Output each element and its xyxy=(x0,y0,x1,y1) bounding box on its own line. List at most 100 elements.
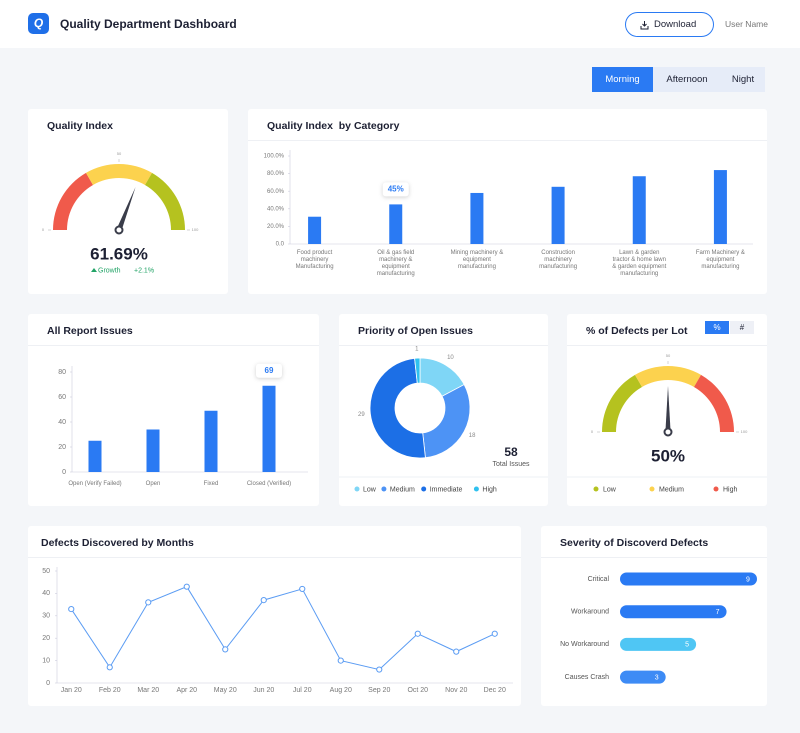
card-title: Defects Discovered by Months xyxy=(41,537,194,549)
growth-arrow xyxy=(91,268,97,272)
slice-label: 29 xyxy=(358,412,365,418)
gauge-tick-label: 50 xyxy=(666,353,671,358)
divider xyxy=(28,345,319,346)
y-tick-label: 0 xyxy=(62,469,66,476)
bar xyxy=(204,410,218,472)
point xyxy=(222,646,229,653)
shift-tab[interactable]: Night xyxy=(731,74,755,85)
bar xyxy=(146,429,160,472)
x-tick-label: Mining machinery & equipment manufacturi… xyxy=(450,250,504,270)
slice-label: 1 xyxy=(415,347,419,353)
bar xyxy=(620,670,666,684)
user-name[interactable]: User Name xyxy=(725,19,768,29)
divider xyxy=(248,140,767,141)
point xyxy=(68,605,75,613)
gauge-value: 50% xyxy=(651,446,685,465)
bar xyxy=(632,176,646,244)
card-title: Priority of Open Issues xyxy=(358,325,473,337)
legend-label: Low xyxy=(363,486,377,493)
gauge-band xyxy=(145,172,185,230)
value-label-box xyxy=(382,182,409,197)
gauge-needle xyxy=(665,386,671,432)
legend-dot xyxy=(649,486,655,492)
gauge-band xyxy=(635,366,701,387)
chart: 0.0 20.0% 40.0% 60.0% 80.0% 100.0% 45% xyxy=(264,150,753,248)
legend-label: High xyxy=(723,486,738,493)
card: Quality Index 0 50 100 61.69% Growth +2.1% xyxy=(28,109,228,294)
x-tick-label: Oct 20 xyxy=(407,687,428,694)
y-tick-label: 20 xyxy=(42,635,50,642)
x-tick-label: Apr 20 xyxy=(176,687,197,694)
card-title: Quality Index xyxy=(47,120,113,132)
gauge-band xyxy=(86,164,152,185)
legend-label: Low xyxy=(603,486,617,493)
growth-value: +2.1% xyxy=(134,267,154,274)
card: % of Defects per Lot 0 50 100 50% Low Medium H… xyxy=(567,314,767,506)
legend-dot xyxy=(421,486,427,492)
shift-tab[interactable]: Afternoon xyxy=(666,74,708,85)
x-tick-label: Jan 20 xyxy=(61,687,82,694)
gauge-hub xyxy=(663,427,673,437)
y-tick-label: 20.0% xyxy=(267,224,285,230)
bar xyxy=(620,637,697,651)
x-tick-label: Construction machinery manufacturing xyxy=(539,250,578,270)
shift-tab[interactable]: Morning xyxy=(592,67,653,92)
slice-label: 18 xyxy=(469,433,476,439)
value-label: 45% xyxy=(388,185,404,194)
download-label: Download xyxy=(654,19,697,30)
x-tick-label: Closed (Verified) xyxy=(246,481,292,487)
x-tick-label: Dec 20 xyxy=(484,687,506,694)
y-tick-label: 40 xyxy=(42,590,50,597)
gauge-tick-label: 0 xyxy=(42,227,45,232)
gauge-tick-label: 50 xyxy=(117,151,122,156)
x-tick-label: May 20 xyxy=(214,687,237,694)
gauge-tick-label: 0 xyxy=(591,429,594,434)
bar xyxy=(88,440,102,472)
card-title: Quality Index by Category xyxy=(267,120,400,132)
toggle-button[interactable]: # xyxy=(730,321,754,334)
gauge-tick-label: 100 xyxy=(192,227,199,232)
card-title: % of Defects per Lot xyxy=(586,325,688,337)
value-label-box xyxy=(256,363,282,378)
point xyxy=(337,657,344,664)
value-label: 3 xyxy=(655,674,659,681)
donut-slice xyxy=(369,357,426,459)
download-button[interactable]: Download xyxy=(625,12,714,37)
card: All Report Issues 0 20 40 60 80 69 Open (Veri… xyxy=(28,314,319,506)
toggle-button[interactable]: % xyxy=(705,321,729,334)
x-tick-label: Feb 20 xyxy=(99,687,121,694)
value-label: 69 xyxy=(265,366,274,375)
y-tick-label: 60 xyxy=(58,394,66,401)
gauge-band xyxy=(694,374,734,432)
slice-label: 10 xyxy=(447,355,454,361)
divider xyxy=(339,345,548,346)
x-tick-label: Nov 20 xyxy=(445,687,467,694)
growth-label: Growth xyxy=(98,267,121,274)
category-label: Workaround xyxy=(571,609,609,616)
chart: Critical 9 Workaround 7 No Workaround 5 Causes… xyxy=(560,572,757,684)
y-tick-label: 0 xyxy=(46,680,50,687)
x-tick-label: Open (Verify Failed) xyxy=(68,481,122,487)
divider xyxy=(567,345,767,346)
donut-slice xyxy=(414,357,421,384)
point xyxy=(299,585,306,593)
x-tick-label: Aug 20 xyxy=(330,687,352,694)
legend-label: Immediate xyxy=(430,486,463,493)
y-tick-label: 10 xyxy=(42,657,50,664)
x-tick-label: Lawn & garden tractor & home lawn & gard… xyxy=(612,250,667,277)
point xyxy=(145,599,152,606)
card-title: Severity of Discoverd Defects xyxy=(560,537,709,549)
gauge-value: 61.69% xyxy=(90,244,148,263)
bar xyxy=(308,216,322,244)
page-title: Quality Department Dashboard xyxy=(60,17,237,31)
header: Q Quality Department Dashboard Download … xyxy=(0,0,800,48)
y-tick-label: 50 xyxy=(42,568,50,575)
x-tick-label: Mar 20 xyxy=(137,687,159,694)
x-tick-label: Sep 20 xyxy=(368,687,390,694)
card: Priority of Open Issues 10 18 29 1 58 Total I… xyxy=(339,314,548,506)
y-tick-label: 60.0% xyxy=(267,189,285,195)
x-tick-label: Oil & gas field machinery & equipment ma… xyxy=(376,250,415,277)
legend-dot xyxy=(713,486,719,492)
chart: 0 20 40 60 80 69 xyxy=(58,363,308,476)
total-label: Total Issues xyxy=(493,461,530,468)
